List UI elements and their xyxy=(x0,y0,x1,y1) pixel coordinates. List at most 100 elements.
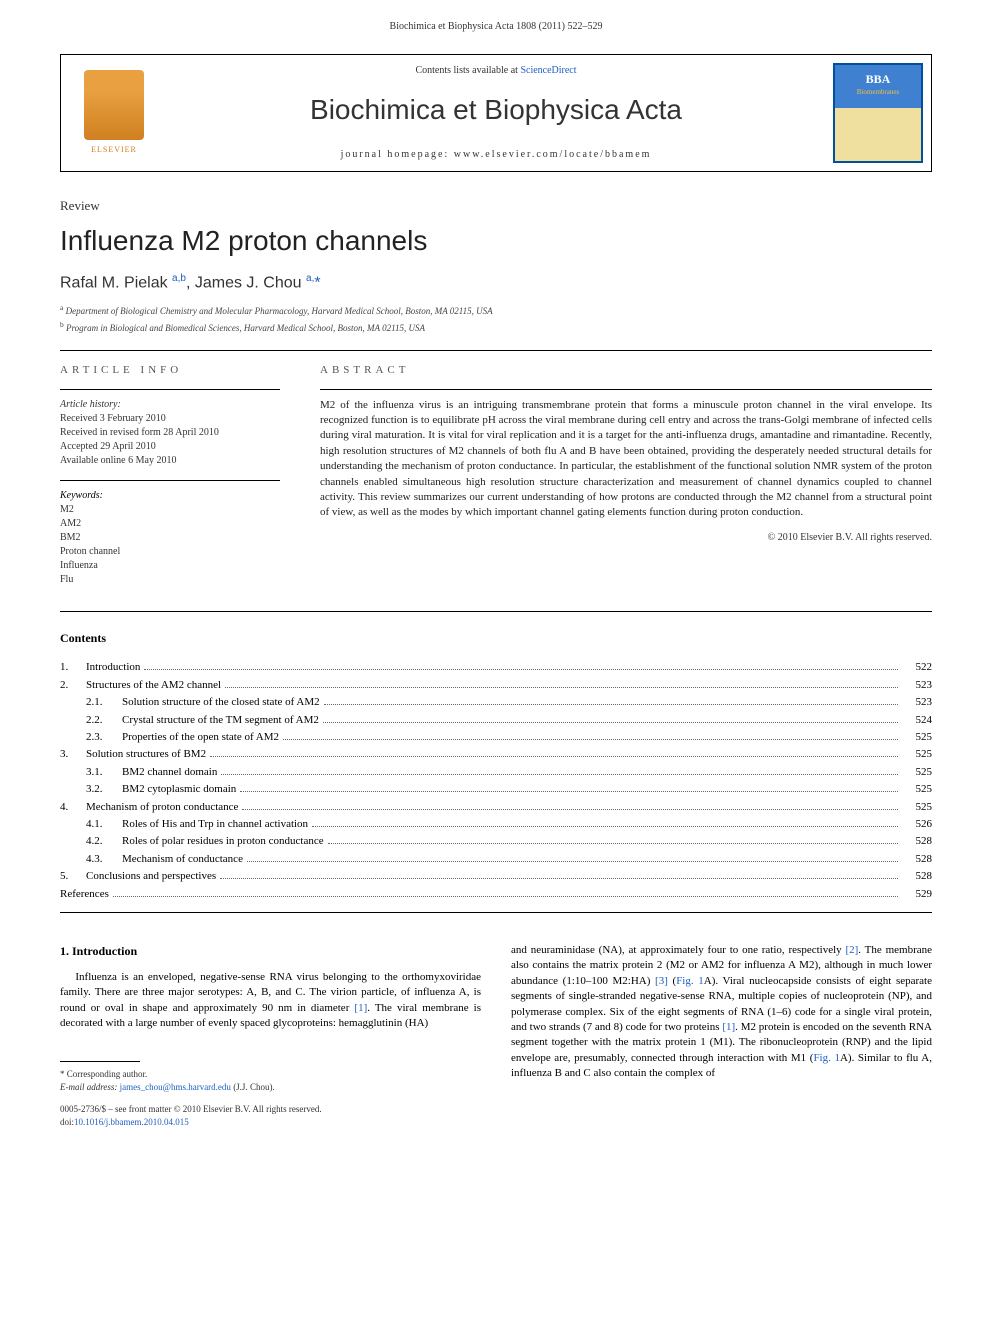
toc-title: Structures of the AM2 channel xyxy=(86,678,221,693)
keyword-2: BM2 xyxy=(60,531,280,545)
intro-para-left: Influenza is an enveloped, negative-sens… xyxy=(60,970,481,1032)
abstract-rule xyxy=(320,389,932,390)
info-abstract-row: ARTICLE INFO Article history: Received 3… xyxy=(60,363,932,586)
toc-row: 2.1.Solution structure of the closed sta… xyxy=(60,695,932,710)
toc-dots xyxy=(220,878,898,879)
toc-subnum: 4.3. xyxy=(86,852,122,867)
author-1: Rafal M. Pielak xyxy=(60,275,168,292)
toc-dots xyxy=(221,774,898,775)
toc-title: Conclusions and perspectives xyxy=(86,869,216,884)
toc-dots xyxy=(328,843,898,844)
aff-text-b: Program in Biological and Biomedical Sci… xyxy=(66,323,425,333)
aff-sup-a: a xyxy=(60,303,63,312)
toc-subnum: 4.1. xyxy=(86,817,122,832)
affiliation-a: a Department of Biological Chemistry and… xyxy=(60,303,932,318)
toc-row: 4.1.Roles of His and Trp in channel acti… xyxy=(60,817,932,832)
toc-row: 3.Solution structures of BM2525 xyxy=(60,747,932,762)
email-label: E-mail address: xyxy=(60,1082,120,1092)
abstract-label: ABSTRACT xyxy=(320,363,932,378)
corresponding-mark: * xyxy=(314,275,320,292)
body-columns: 1. Introduction Influenza is an envelope… xyxy=(60,943,932,1129)
toc-subnum: 4.2. xyxy=(86,834,122,849)
journal-name: Biochimica et Biophysica Acta xyxy=(159,90,833,129)
history-online: Available online 6 May 2010 xyxy=(60,454,280,468)
author-1-aff: a,b xyxy=(172,273,186,284)
toc-title: Introduction xyxy=(86,660,140,675)
ref-1-link[interactable]: [1] xyxy=(354,1002,367,1014)
ref-2-link[interactable]: [2] xyxy=(845,944,858,956)
toc-title: Roles of His and Trp in channel activati… xyxy=(122,817,308,832)
ref-1b-link[interactable]: [1] xyxy=(722,1021,735,1033)
toc-dots xyxy=(323,722,898,723)
toc-row: References 529 xyxy=(60,887,932,902)
keyword-5: Flu xyxy=(60,573,280,587)
toc-title: BM2 channel domain xyxy=(122,765,217,780)
doi-link[interactable]: 10.1016/j.bbamem.2010.04.015 xyxy=(74,1117,189,1127)
corresponding-author-note: * Corresponding author. xyxy=(60,1068,481,1081)
toc-num: 5. xyxy=(60,869,86,884)
email-note: E-mail address: james_chou@hms.harvard.e… xyxy=(60,1081,481,1094)
footnote-separator xyxy=(60,1061,140,1062)
sciencedirect-link[interactable]: ScienceDirect xyxy=(520,65,576,76)
email-link[interactable]: james_chou@hms.harvard.edu xyxy=(120,1082,231,1092)
toc-page: 528 xyxy=(902,869,932,884)
affiliation-b: b Program in Biological and Biomedical S… xyxy=(60,320,932,335)
history-revised: Received in revised form 28 April 2010 xyxy=(60,426,280,440)
toc-row: 1.Introduction 522 xyxy=(60,660,932,675)
ref-3-link[interactable]: [3] xyxy=(655,975,668,987)
history-label: Article history: xyxy=(60,398,280,412)
toc-dots xyxy=(210,756,898,757)
aff-text-a: Department of Biological Chemistry and M… xyxy=(66,306,493,316)
toc-dots xyxy=(283,739,898,740)
rule-top xyxy=(60,350,932,351)
toc-dots xyxy=(312,826,898,827)
contents-heading: Contents xyxy=(60,630,932,647)
toc-dots xyxy=(324,704,898,705)
aff-sup-b: b xyxy=(60,320,64,329)
toc-row: 4.2.Roles of polar residues in proton co… xyxy=(60,834,932,849)
history-received: Received 3 February 2010 xyxy=(60,412,280,426)
toc-page: 522 xyxy=(902,660,932,675)
toc-subnum: 3.1. xyxy=(86,765,122,780)
fig-1b-link[interactable]: Fig. 1 xyxy=(813,1052,840,1064)
publisher-label: ELSEVIER xyxy=(91,144,137,155)
toc-num: 3. xyxy=(60,747,86,762)
elsevier-tree-icon xyxy=(84,70,144,140)
email-who: (J.J. Chou). xyxy=(231,1082,275,1092)
article-info-column: ARTICLE INFO Article history: Received 3… xyxy=(60,363,280,586)
toc-title: References xyxy=(60,887,109,902)
toc-row: 4.Mechanism of proton conductance 525 xyxy=(60,800,932,815)
toc-page: 525 xyxy=(902,765,932,780)
toc-dots xyxy=(240,791,898,792)
toc-subnum: 2.1. xyxy=(86,695,122,710)
article-info-label: ARTICLE INFO xyxy=(60,363,280,378)
toc-row: 2.2.Crystal structure of the TM segment … xyxy=(60,713,932,728)
toc-num: 1. xyxy=(60,660,86,675)
fig-1-link[interactable]: Fig. 1 xyxy=(676,975,704,987)
doi-line: doi:10.1016/j.bbamem.2010.04.015 xyxy=(60,1116,481,1129)
keyword-1: AM2 xyxy=(60,517,280,531)
authors: Rafal M. Pielak a,b, James J. Chou a,* xyxy=(60,272,932,295)
info-rule xyxy=(60,389,280,390)
abstract-text: M2 of the influenza virus is an intrigui… xyxy=(320,398,932,521)
table-of-contents: 1.Introduction5222.Structures of the AM2… xyxy=(60,660,932,901)
toc-dots xyxy=(242,809,898,810)
intro-para-right: and neuraminidase (NA), at approximately… xyxy=(511,943,932,1082)
toc-page: 525 xyxy=(902,782,932,797)
toc-title: Mechanism of proton conductance xyxy=(86,800,238,815)
toc-num: 4. xyxy=(60,800,86,815)
keyword-3: Proton channel xyxy=(60,545,280,559)
toc-dots xyxy=(247,861,898,862)
article-title: Influenza M2 proton channels xyxy=(60,221,932,260)
contents-available-line: Contents lists available at ScienceDirec… xyxy=(159,64,833,78)
running-header: Biochimica et Biophysica Acta 1808 (2011… xyxy=(60,20,932,34)
keywords-rule xyxy=(60,480,280,481)
page: Biochimica et Biophysica Acta 1808 (2011… xyxy=(0,0,992,1169)
body-col-left: 1. Introduction Influenza is an envelope… xyxy=(60,943,481,1129)
toc-dots xyxy=(113,896,898,897)
toc-page: 529 xyxy=(902,887,932,902)
rule-below-abstract xyxy=(60,611,932,612)
toc-page: 525 xyxy=(902,800,932,815)
toc-title: Crystal structure of the TM segment of A… xyxy=(122,713,319,728)
author-2: James J. Chou xyxy=(195,275,302,292)
